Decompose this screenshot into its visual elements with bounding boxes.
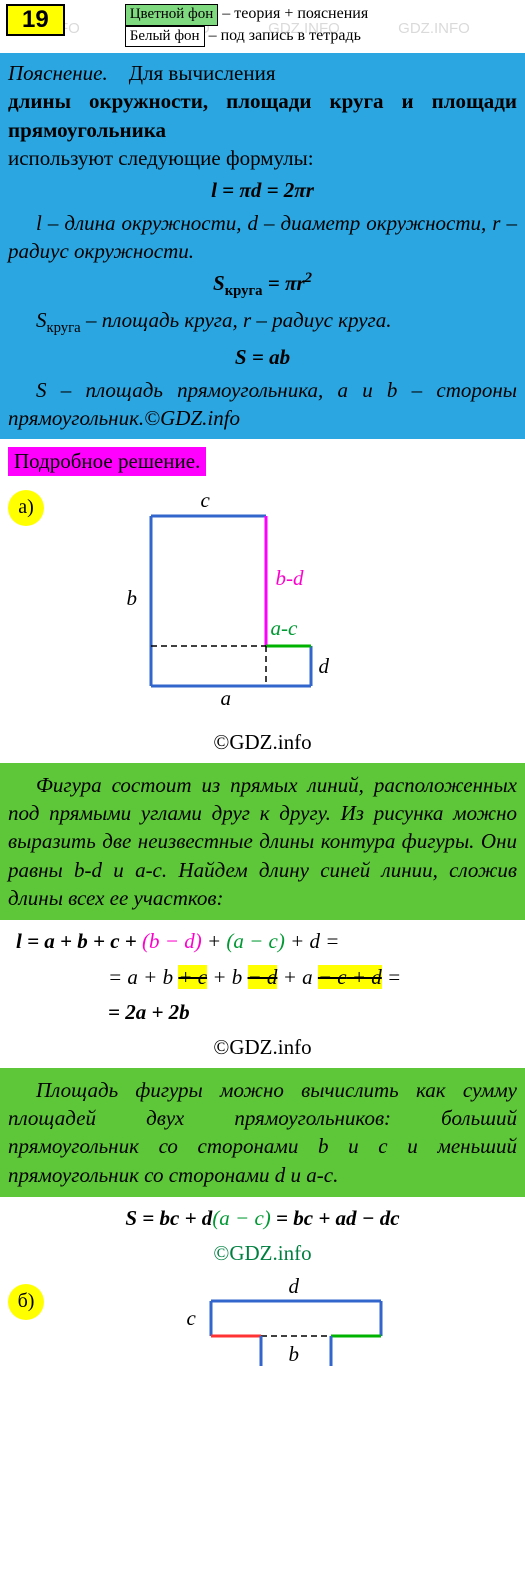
green1-text: Фигура состоит из прямых линий, располож… [8,771,517,913]
explanation-perimeter: Фигура состоит из прямых линий, располож… [0,763,525,921]
m2-post: = bc + ad − dc [271,1206,400,1230]
diagram-a: c b b-d a-c d a [121,486,441,726]
label-a: a [221,686,232,711]
strike-d1: − d [248,965,278,989]
strike-c2: − c [318,965,347,989]
solution-a-section: Подробное решение. а) c b b-d a-c d a ©G… [0,439,525,763]
label-c: c [201,488,210,513]
copyright-3: ©GDZ.info [8,1241,517,1266]
math-perimeter: l = a + b + c + (b − d) + (a − c) + d = … [0,920,525,1068]
math-area: S = bc + d(a − c) = bc + ad − dc ©GDZ.in… [0,1197,525,1370]
desc-d: d – диаметр окружности, [248,211,493,235]
label-b: b [127,586,138,611]
theory-section: Пояснение. Для вычисления длины окружнос… [0,53,525,439]
formula-circle-area: Sкруга = πr2 [8,269,517,302]
m1l1-pre: l = a + b + c + [16,929,142,953]
legend-colored-text: – теория + пояснения [222,4,368,25]
legend-colored-box: Цветной фон [125,4,219,26]
b-label-d: d [289,1274,300,1299]
problem-number: 19 [6,4,65,36]
label-bd: b-d [276,566,304,591]
legend: Цветной фон – теория + пояснения Белый ф… [125,4,369,47]
diagram-a-svg [121,486,441,696]
diagram-b-svg [111,1276,451,1366]
m1l3: = 2a + 2b [108,1000,190,1024]
intro-text-1: Для вычисления [129,61,276,85]
label-ac: a-c [271,616,298,641]
label-d: d [319,654,330,679]
m1l1-green: (a − c) [226,929,284,953]
copyright-2: ©GDZ.info [8,1035,517,1060]
solution-header: Подробное решение. [8,447,206,476]
desc-l: l – длина окружности, [36,211,248,235]
legend-white-text: – под запись в тетрадь [209,26,361,47]
green2-text: Площадь фигуры можно вычислить как сумму… [8,1076,517,1189]
strike-d2: + d [347,965,382,989]
bold-topics: длины окружности, площади круга и площад… [8,87,517,144]
m2-pre: S = bc + d [125,1206,212,1230]
strike-c1: + c [178,965,207,989]
copyright-1: ©GDZ.info [8,730,517,755]
formula-circumference: l = πd = 2πr [8,176,517,204]
legend-white-box: Белый фон [125,26,205,48]
header: 19 Цветной фон – теория + пояснения Белы… [0,0,525,53]
explanation-label: Пояснение. [8,61,108,85]
b-label-c: c [187,1306,196,1331]
desc-circle-area: Sкруга – площадь круга, r – радиус круга… [36,308,391,332]
formula-rect-area: S = ab [8,343,517,371]
desc-rect: S – площадь прямоугольника, a и b – стор… [8,378,517,430]
intro-text-2: используют следующие формулы: [8,146,314,170]
part-a-badge: а) [8,490,44,526]
m1l1-pink: (b − d) [142,929,202,953]
part-b-badge: б) [8,1284,44,1320]
m2-green: (a − c) [212,1206,270,1230]
explanation-area: Площадь фигуры можно вычислить как сумму… [0,1068,525,1197]
diagram-b: d c b [111,1276,451,1366]
b-label-b: b [289,1342,300,1367]
